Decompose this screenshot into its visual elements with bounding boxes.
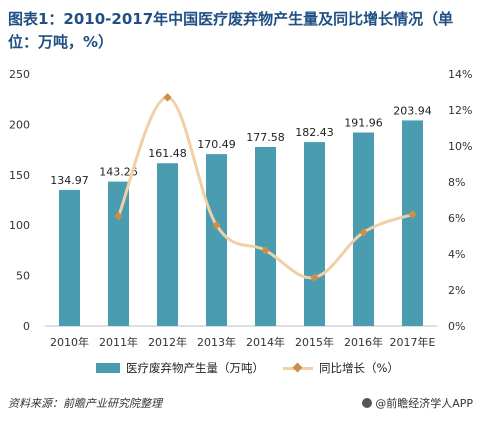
footer: 资料来源：前瞻产业研究院整理 @前瞻经济学人APP [0,393,483,413]
brand-text: @前瞻经济学人APP [375,397,473,410]
growth-marker [212,220,221,230]
x-tick-label: 2016年 [344,335,383,349]
brand-logo-icon [362,398,373,408]
legend-item-line: 同比增长（%） [283,360,399,376]
bar [304,142,325,326]
bar [108,181,129,326]
bar [206,154,227,326]
y-right-tick-label: 8% [448,176,465,189]
growth-marker [359,228,368,237]
y-right-tick-label: 4% [448,248,465,261]
legend-line-label: 同比增长（%） [319,361,399,375]
legend-bar-swatch [96,363,120,373]
brand-credit: @前瞻经济学人APP [362,395,473,411]
growth-marker [163,93,172,102]
bar [402,120,423,326]
x-tick-label: 2010年 [50,335,89,349]
bar-value-label: 191.96 [344,117,383,130]
x-tick-label: 2017年E [390,335,436,349]
bar-value-label: 170.49 [197,138,236,151]
x-tick-label: 2011年 [99,335,138,349]
y-left-tick-label: 150 [9,169,30,182]
bar-value-label: 143.26 [99,166,138,179]
y-left-tick-label: 50 [16,270,30,283]
legend-line-swatch [283,363,313,373]
bar [255,146,276,326]
bar-value-label: 203.94 [393,104,432,117]
y-left-tick-label: 0 [23,320,30,333]
growth-marker [310,273,319,282]
chart-legend: 医疗废弃物产生量（万吨） 同比增长（%） [0,360,483,380]
y-left-tick-label: 100 [9,219,30,232]
y-left-tick-label: 200 [9,118,30,131]
bar [59,189,80,326]
y-right-tick-label: 2% [448,284,465,297]
y-right-tick-label: 6% [448,212,465,225]
growth-line [117,95,414,280]
x-tick-label: 2015年 [295,335,334,349]
chart-plot: 0 50 100 150 200 250 0% 2% 4% 6% 8% 10% 12% 14% 134.97… [9,68,472,349]
x-tick-label: 2013年 [197,335,236,349]
legend-item-bar: 医疗废弃物产生量（万吨） [96,360,264,376]
y-right-tick-label: 10% [448,140,472,153]
chart-title: 图表1：2010-2017年中国医疗废弃物产生量及同比增长情况（单位：万吨，%） [8,10,454,51]
bar-value-label: 177.58 [246,131,285,144]
source-note: 资料来源：前瞻产业研究院整理 [8,397,162,410]
bar [157,163,178,326]
x-tick-label: 2014年 [246,335,285,349]
y-left-tick-label: 250 [9,68,30,81]
legend-bar-label: 医疗废弃物产生量（万吨） [126,361,264,375]
bar-value-label: 182.43 [295,126,334,139]
growth-marker [114,211,123,221]
y-right-tick-label: 14% [448,68,472,81]
growth-marker [408,210,417,219]
bar-value-label: 161.48 [148,147,187,160]
growth-marker [261,246,270,255]
bar-value-label: 134.97 [50,174,89,187]
y-right-tick-label: 12% [448,104,472,117]
y-right-tick-label: 0% [448,320,465,333]
x-tick-label: 2012年 [148,335,187,349]
